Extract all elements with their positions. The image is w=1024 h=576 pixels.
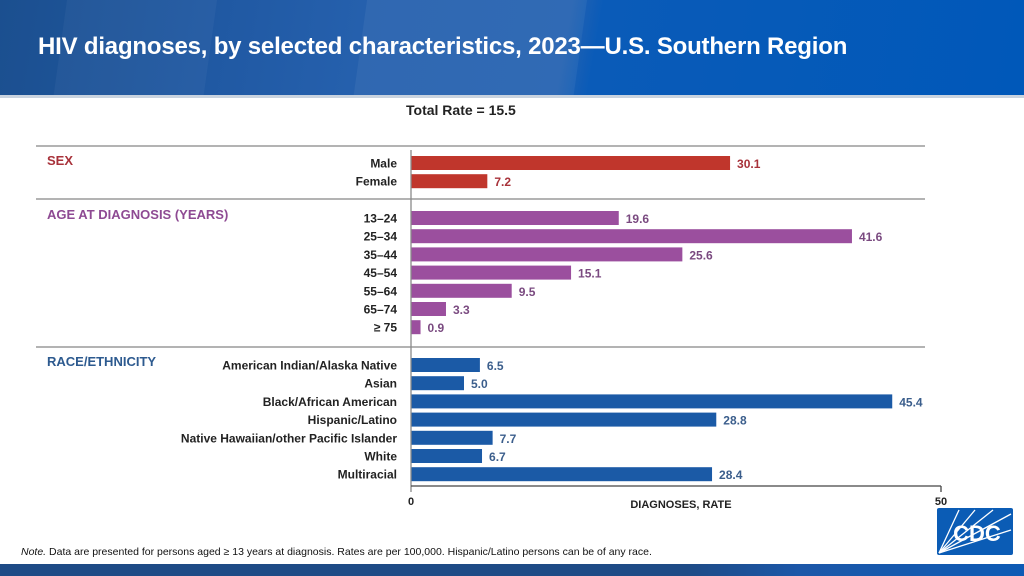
category-label: Asian [364,377,397,391]
value-label: 9.5 [519,285,536,299]
value-label: 7.2 [494,175,511,189]
bar [411,302,446,316]
value-label: 0.9 [428,321,445,335]
value-label: 7.7 [500,432,517,446]
category-label: Female [356,175,398,189]
value-label: 30.1 [737,157,761,171]
value-label: 15.1 [578,267,602,281]
cdc-logo-icon: CDC [937,508,1013,555]
bar [411,394,893,409]
bar [411,358,480,372]
value-label: 28.4 [719,468,743,482]
category-label: Black/African American [263,395,397,409]
value-label: 5.0 [471,377,488,391]
bar [411,174,488,189]
total-rate-label: Total Rate = 15.5 [406,102,516,118]
category-label: Native Hawaiian/other Pacific Islander [181,431,397,445]
category-label: Multiracial [338,468,397,482]
bar [411,283,512,298]
title-banner: HIV diagnoses, by selected characteristi… [0,0,1024,97]
category-label: ≥ 75 [374,321,398,335]
category-label: 55–64 [364,284,398,298]
value-label: 45.4 [899,395,923,409]
x-axis-title: DIAGNOSES, RATE [630,499,731,511]
bar [411,265,572,280]
value-label: 41.6 [859,230,883,244]
group-label: SEX [47,153,73,168]
footnote-prefix: Note. [21,546,47,558]
group-label: RACE/ETHNICITY [47,354,156,369]
footnote: Note. Data are presented for persons age… [21,546,652,558]
footer-bar [0,564,1024,576]
group-label: AGE AT DIAGNOSIS (YEARS) [47,207,228,222]
bar [411,430,493,445]
value-label: 6.5 [487,359,504,373]
cdc-logo-text: CDC [953,521,1001,546]
bar [411,467,713,482]
bar [411,376,464,391]
category-label: 13–24 [364,212,398,226]
bar [411,211,619,225]
value-label: 3.3 [453,303,470,317]
slide-title: HIV diagnoses, by selected characteristi… [38,33,848,60]
x-tick-label: 0 [408,496,414,508]
category-label: 35–44 [364,248,398,262]
category-label: 25–34 [364,230,398,244]
bar [411,156,731,170]
banner-divider [0,95,1024,98]
value-label: 19.6 [626,212,650,226]
category-label: White [364,450,397,464]
bar [411,320,421,335]
bar [411,449,483,463]
category-label: 65–74 [364,303,398,317]
category-label: 45–54 [364,266,398,280]
value-label: 28.8 [723,414,747,428]
bar [411,412,717,427]
footnote-text: Data are presented for persons aged ≥ 13… [46,546,652,558]
bar [411,229,852,244]
category-label: American Indian/Alaska Native [222,359,397,373]
bar [411,247,683,262]
x-tick-label: 50 [935,496,947,508]
category-label: Hispanic/Latino [308,413,397,427]
category-label: Male [370,157,397,171]
value-label: 6.7 [489,450,506,464]
value-label: 25.6 [689,248,713,262]
